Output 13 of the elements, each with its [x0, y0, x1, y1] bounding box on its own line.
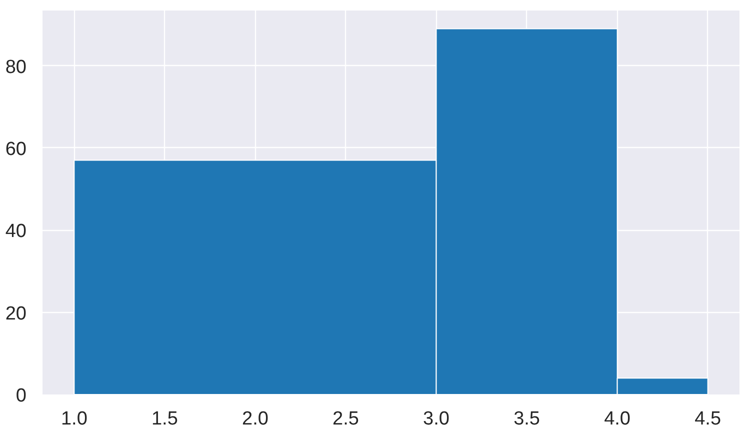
x-tick-label: 4.5 — [694, 408, 722, 430]
x-tick-label: 1.5 — [151, 408, 178, 430]
y-tick-label: 80 — [5, 56, 27, 78]
y-tick-label: 40 — [5, 221, 27, 242]
y-tick-label: 60 — [5, 138, 27, 160]
y-tick-label: 0 — [16, 386, 27, 406]
y-tick-label: 20 — [5, 303, 27, 324]
x-tick-label: 1.0 — [60, 408, 88, 430]
x-tick-label: 3.5 — [514, 408, 540, 430]
x-tick-label: 3.0 — [423, 408, 450, 430]
x-tick-label: 4.0 — [604, 408, 631, 430]
x-tick-label: 2.0 — [242, 408, 268, 430]
x-tick-label: 2.5 — [332, 408, 359, 430]
